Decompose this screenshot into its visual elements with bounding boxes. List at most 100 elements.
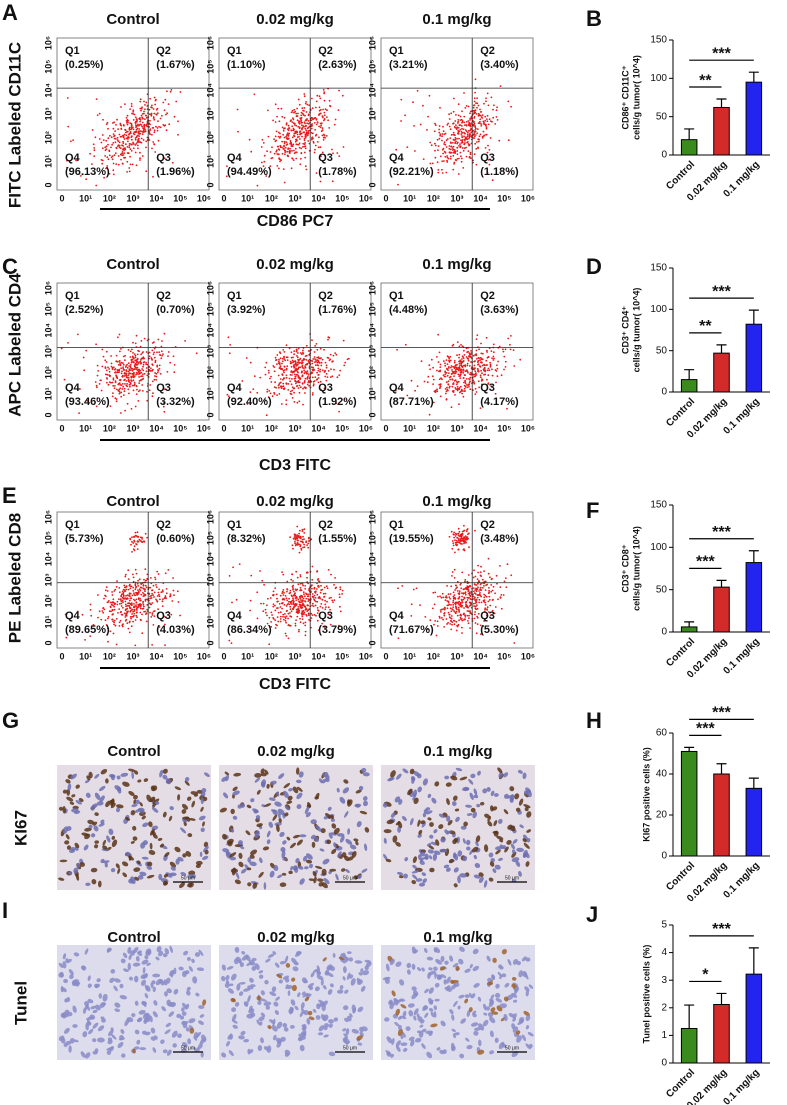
event-dot (132, 142, 134, 144)
event-dot (141, 340, 143, 342)
event-dot (140, 608, 142, 610)
event-dot (96, 386, 98, 388)
event-dot (468, 386, 470, 388)
event-dot (483, 570, 485, 572)
event-dot (283, 385, 285, 387)
event-dot (481, 362, 483, 364)
event-dot (286, 610, 288, 612)
event-dot (304, 365, 306, 367)
event-dot (302, 536, 304, 538)
event-dot (150, 595, 152, 597)
y-tick-label: 10⁴ (43, 83, 53, 97)
event-dot (476, 358, 478, 360)
event-dot (318, 126, 320, 128)
event-dot (286, 369, 288, 371)
event-dot (467, 599, 469, 601)
event-dot (129, 611, 131, 613)
event-dot (122, 593, 124, 595)
event-dot (477, 362, 479, 364)
event-dot (459, 363, 461, 365)
event-dot (301, 607, 303, 609)
event-dot (130, 350, 132, 352)
event-dot (453, 139, 455, 141)
event-dot (300, 158, 302, 160)
event-dot (412, 101, 414, 103)
event-dot (463, 116, 465, 118)
event-dot (112, 396, 114, 398)
event-dot (133, 536, 135, 538)
event-dot (153, 117, 155, 119)
event-dot (127, 375, 129, 377)
event-dot (276, 116, 278, 118)
event-dot (463, 549, 465, 551)
event-dot (304, 107, 306, 109)
event-dot (398, 637, 400, 639)
event-dot (300, 536, 302, 538)
event-dot (327, 587, 329, 589)
event-dot (149, 128, 151, 130)
event-dot (301, 122, 303, 124)
event-dot (135, 357, 137, 359)
event-dot (439, 352, 441, 354)
event-dot (129, 600, 131, 602)
event-dot (282, 360, 284, 362)
event-dot (290, 374, 292, 376)
event-dot (115, 382, 117, 384)
event-dot (326, 373, 328, 375)
event-dot (452, 366, 454, 368)
event-dot (145, 147, 147, 149)
event-dot (263, 161, 265, 163)
event-dot (487, 93, 489, 95)
event-dot (424, 381, 426, 383)
event-dot (303, 591, 305, 593)
event-dot (168, 351, 170, 353)
event-dot (312, 614, 314, 616)
quadrant-percent: (1.92%) (318, 396, 357, 408)
event-dot (289, 152, 291, 154)
event-dot (305, 125, 307, 127)
event-dot (131, 380, 133, 382)
event-dot (274, 153, 276, 155)
plot-title: 0.1 mg/kg (422, 493, 491, 510)
event-dot (485, 360, 487, 362)
event-dot (311, 128, 313, 130)
event-dot (267, 598, 269, 600)
quadrant-name: Q1 (65, 290, 80, 302)
event-dot (455, 602, 457, 604)
event-dot (116, 604, 118, 606)
event-dot (491, 121, 493, 123)
event-dot (473, 107, 475, 109)
event-dot (488, 601, 490, 603)
event-dot (122, 163, 124, 165)
event-dot (292, 602, 294, 604)
event-dot (319, 369, 321, 371)
event-dot (265, 612, 267, 614)
event-dot (146, 117, 148, 119)
event-dot (136, 118, 138, 120)
event-dot (120, 620, 122, 622)
event-dot (299, 597, 301, 599)
event-dot (315, 145, 317, 147)
event-dot (131, 123, 133, 125)
event-dot (331, 600, 333, 602)
event-dot (291, 390, 293, 392)
event-dot (109, 381, 111, 383)
event-dot (469, 373, 471, 375)
event-dot (470, 599, 472, 601)
event-dot (463, 350, 465, 352)
event-dot (450, 367, 452, 369)
event-dot (342, 95, 344, 97)
quadrant-name: Q2 (156, 290, 171, 302)
event-dot (114, 154, 116, 156)
event-dot (463, 377, 465, 379)
event-dot (500, 85, 502, 87)
event-dot (128, 379, 130, 381)
event-dot (455, 364, 457, 366)
event-dot (481, 602, 483, 604)
event-dot (265, 374, 267, 376)
event-dot (316, 372, 318, 374)
event-dot (279, 603, 281, 605)
event-dot (466, 384, 468, 386)
event-dot (297, 374, 299, 376)
event-dot (301, 370, 303, 372)
